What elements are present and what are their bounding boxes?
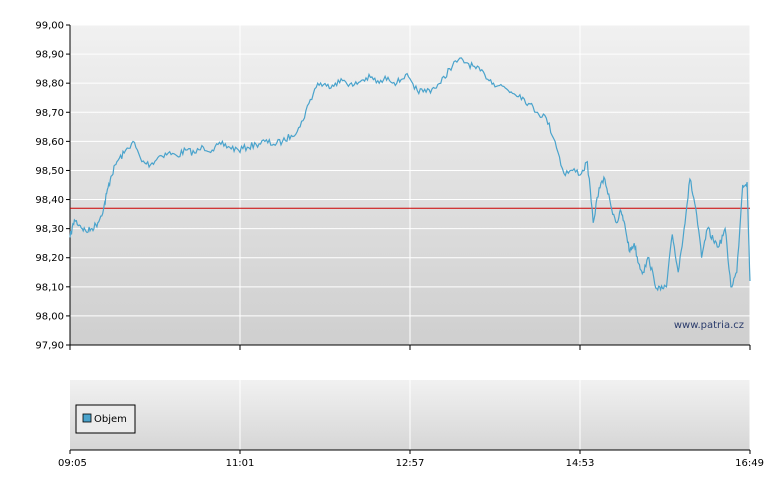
watermark-text: www.patria.cz [674,320,744,331]
price-y-axis: 99,00 98,90 98,80 98,70 98,60 98,50 98,40 98,30… [35,21,70,352]
price-gridlines [70,24,751,345]
price-y-tick-label: 98,50 [35,166,64,177]
x-tick-label: 09:05 [58,458,87,469]
x-tick-label: 14:53 [566,458,595,469]
legend-swatch-icon [82,413,92,423]
legend-label: Objem [94,414,127,425]
price-x-ticks [69,345,751,350]
price-y-tick-label: 98,20 [35,253,64,264]
price-y-tick-label: 98,10 [35,282,64,293]
price-y-tick-label: 99,00 [35,21,64,32]
price-y-tick-label: 98,90 [35,50,64,61]
volume-gridlines [239,380,751,450]
price-y-tick-label: 98,70 [35,108,64,119]
price-panel: 99,00 98,90 98,80 98,70 98,60 98,50 98,40 98,30… [35,21,751,352]
x-tick-label: 12:57 [396,458,425,469]
price-y-tick-label: 97,90 [35,341,64,352]
volume-panel: 09:05 11:01 12:57 14:53 16:49 Objem [58,380,764,469]
price-y-tick-label: 98,30 [35,224,64,235]
price-y-tick-label: 98,00 [35,311,64,322]
volume-x-axis: 09:05 11:01 12:57 14:53 16:49 [58,450,764,469]
price-series-line [69,57,751,292]
volume-legend: Objem [75,404,136,434]
price-y-tick-label: 98,80 [35,79,64,90]
price-y-tick-label: 98,40 [35,195,64,206]
price-y-tick-label: 98,60 [35,137,64,148]
x-tick-label: 16:49 [735,458,764,469]
x-tick-label: 11:01 [226,458,255,469]
